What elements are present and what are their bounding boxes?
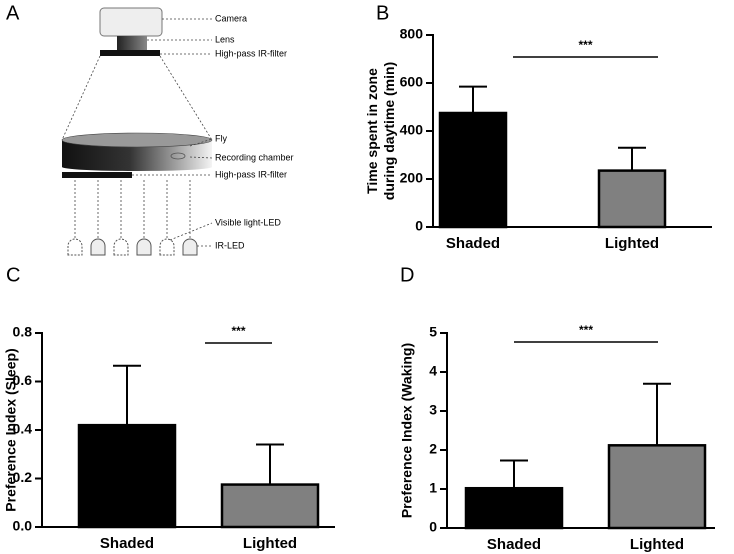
y-tick-label: 0.2: [13, 469, 33, 485]
x-tick-label: Lighted: [243, 535, 297, 552]
significance-label: ***: [231, 324, 245, 338]
bar: [77, 423, 177, 529]
bar: [464, 486, 564, 530]
y-tick-label: 200: [400, 170, 424, 186]
x-tick-label: Shaded: [446, 235, 500, 252]
diagram-label: Visible light-LED: [215, 217, 281, 227]
y-tick-label: 0.0: [13, 518, 33, 534]
chamber-top: [61, 132, 213, 148]
y-axis-label: during daytime (min): [381, 62, 397, 200]
panel-label: D: [400, 264, 414, 286]
x-tick-label: Shaded: [100, 535, 154, 552]
y-tick-label: 5: [429, 324, 437, 340]
y-tick-label: 600: [400, 74, 424, 90]
y-tick-label: 0.4: [13, 421, 33, 437]
camera: [99, 7, 163, 37]
diagram: A Camera Lens High-pass IR-: [6, 2, 294, 256]
filter: [62, 172, 132, 178]
y-tick-label: 800: [400, 26, 424, 42]
bar: [597, 169, 667, 229]
diagram-label: Lens: [215, 34, 235, 44]
y-tick-label: 2: [429, 441, 437, 457]
diagram-label: Recording chamber: [215, 152, 294, 162]
panel-label: B: [376, 2, 389, 24]
fly: [170, 152, 186, 160]
y-tick-label: 400: [400, 122, 424, 138]
leds: [67, 180, 198, 256]
panel-label: A: [6, 2, 20, 24]
panel-label: C: [6, 264, 20, 286]
bar: [438, 111, 508, 229]
y-tick-label: 0: [429, 519, 437, 535]
y-tick-label: 4: [429, 363, 437, 379]
lens: [117, 36, 147, 51]
x-tick-label: Lighted: [630, 536, 684, 553]
y-tick-label: 0: [415, 218, 423, 234]
leaders: [132, 18, 213, 247]
chamber-bottom: [62, 163, 212, 171]
bar: [220, 483, 320, 529]
diagram-label: Fly: [215, 133, 227, 143]
y-axis-label: Time spent in zone: [364, 68, 380, 194]
significance-label: ***: [579, 323, 593, 337]
x-tick-label: Lighted: [605, 235, 659, 252]
filter: [100, 50, 160, 56]
x-tick-label: Shaded: [487, 536, 541, 553]
bar: [607, 444, 707, 530]
diagram-label: High-pass IR-filter: [215, 169, 287, 179]
diagram-label: Camera: [215, 13, 247, 23]
significance-label: ***: [578, 38, 592, 52]
beam: [159, 55, 213, 141]
y-axis-label: Preference Index (Sleep): [3, 348, 19, 511]
y-tick-label: 1: [429, 480, 437, 496]
diagram-label: High-pass IR-filter: [215, 48, 287, 58]
beam: [61, 55, 101, 141]
y-tick-label: 0.8: [13, 324, 33, 340]
y-tick-label: 0.6: [13, 372, 33, 388]
diagram-label: IR-LED: [215, 240, 245, 250]
y-axis-label: Preference Index (Waking): [399, 343, 415, 518]
y-tick-label: 3: [429, 402, 437, 418]
